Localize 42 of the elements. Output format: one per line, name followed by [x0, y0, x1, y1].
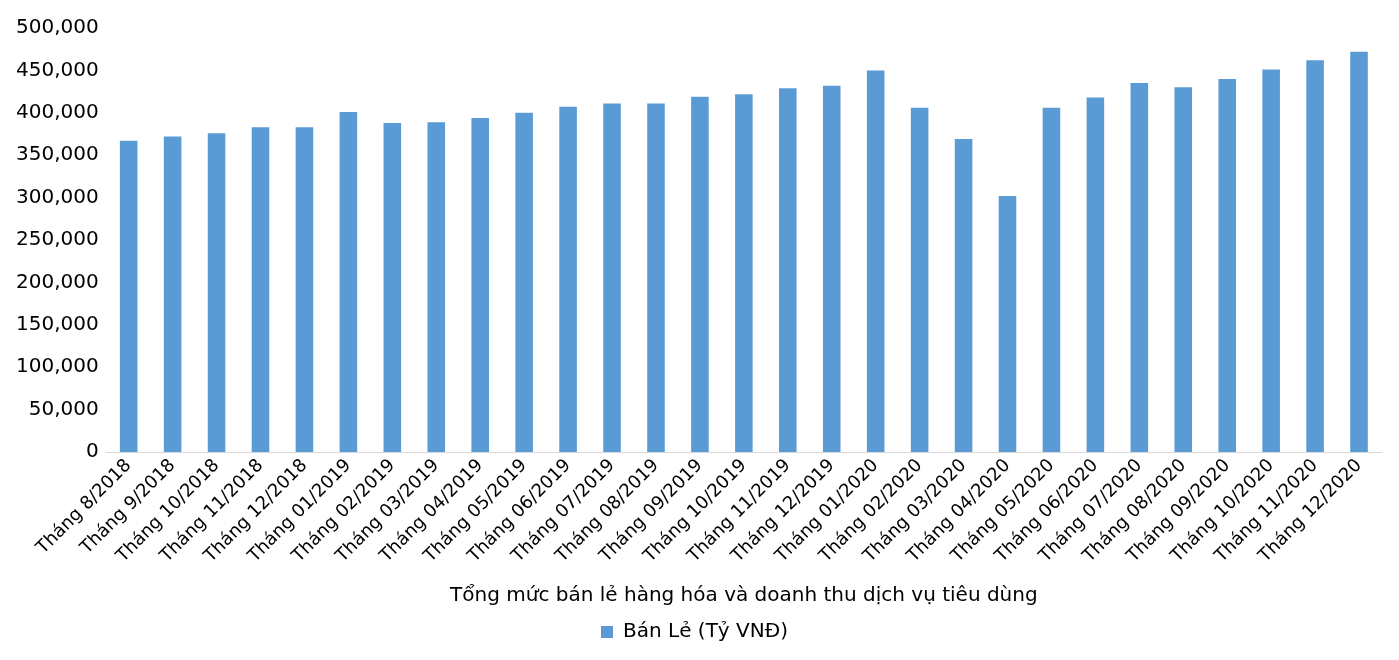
bar: [515, 112, 533, 453]
bar: [383, 122, 402, 453]
bar: [559, 106, 577, 453]
y-tick-label: 150,000: [15, 311, 99, 336]
bar: [1306, 60, 1324, 453]
bar: [427, 122, 446, 453]
bar: [295, 127, 314, 453]
legend-label: Bán Lẻ (Tỷ VNĐ): [623, 618, 788, 643]
bar: [1262, 69, 1280, 453]
bar: [471, 117, 489, 453]
y-tick-label: 400,000: [15, 99, 99, 124]
y-tick-label: 200,000: [15, 268, 99, 293]
bar: [119, 140, 138, 453]
y-tick-label: 0: [85, 438, 99, 463]
y-tick-label: 300,000: [15, 183, 99, 208]
bar: [910, 107, 929, 453]
y-tick-label: 500,000: [15, 14, 99, 39]
bar: [691, 96, 709, 453]
bar: [1042, 107, 1061, 453]
y-tick-label: 50,000: [28, 395, 99, 420]
y-tick-label: 100,000: [15, 353, 99, 378]
bar: [735, 94, 753, 453]
bar: [207, 133, 226, 453]
bar: [603, 103, 621, 453]
bar: [647, 103, 665, 453]
x-axis-title: Tổng mức bán lẻ hàng hóa và doanh thu dịch vụ tiêu dùng: [449, 582, 1038, 607]
bar: [163, 136, 182, 453]
bar: [866, 70, 885, 453]
y-tick-label: 350,000: [15, 141, 99, 166]
bar: [998, 195, 1017, 453]
bar: [1174, 87, 1193, 453]
bar: [1350, 51, 1368, 453]
y-tick-label: 250,000: [15, 226, 99, 251]
bar: [251, 127, 270, 453]
bar: [1130, 83, 1149, 453]
bar: [339, 111, 358, 453]
bar: [1086, 97, 1105, 453]
bar: [822, 85, 841, 453]
bar: [1218, 78, 1236, 453]
y-tick-label: 450,000: [15, 56, 99, 81]
bar: [779, 88, 797, 453]
bar: [954, 139, 973, 453]
